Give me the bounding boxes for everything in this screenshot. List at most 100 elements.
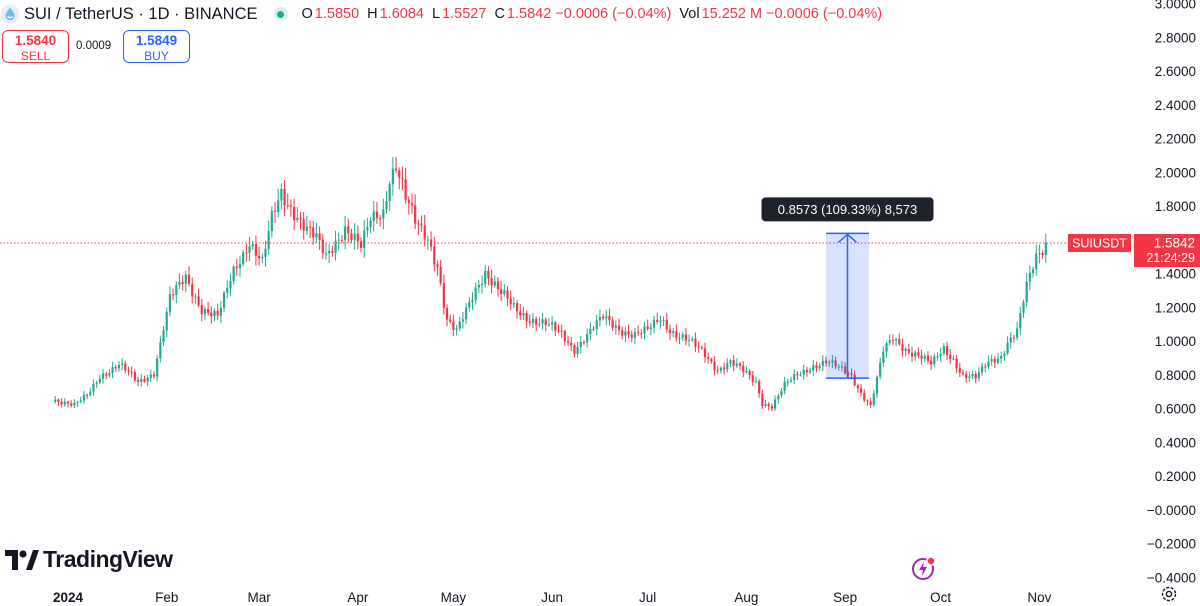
candle-body	[914, 352, 917, 357]
candle-body	[885, 343, 888, 352]
candle-body	[54, 399, 57, 402]
symbol-title[interactable]: SUI / TetherUS · 1D · BINANCE	[24, 4, 258, 23]
candle-body	[770, 406, 773, 409]
candle-body	[605, 315, 608, 319]
x-axis-tick-label: Feb	[155, 590, 178, 605]
candle-body	[586, 334, 589, 343]
candle-body	[283, 188, 286, 206]
ohlc-low-label: L	[432, 6, 441, 22]
candle-body	[595, 320, 598, 330]
sell-price: 1.5840	[14, 33, 57, 48]
candle-body	[496, 281, 500, 290]
candle-body	[452, 321, 455, 330]
candle-body	[254, 244, 258, 256]
candle-body	[1028, 273, 1031, 282]
candle-body	[515, 302, 519, 312]
candle-body	[465, 307, 468, 320]
candle-body	[758, 381, 761, 394]
candle-body	[350, 233, 353, 240]
candle-body	[646, 326, 649, 330]
candle-body	[735, 363, 738, 366]
candle-body	[898, 339, 901, 345]
candle-body	[987, 361, 990, 367]
candle-body	[172, 294, 175, 296]
candle-body	[786, 381, 789, 383]
candle-body	[617, 325, 621, 331]
candle-body	[347, 226, 350, 234]
candle-body	[576, 347, 579, 354]
tradingview-mark-icon	[5, 549, 39, 570]
candle-body	[60, 401, 63, 405]
candle-body	[1000, 355, 1003, 359]
candle-body	[684, 334, 687, 341]
candle-body	[1041, 253, 1044, 255]
candle-body	[445, 307, 449, 320]
candle-body	[694, 338, 697, 347]
candle-body	[57, 399, 60, 402]
candle-body	[748, 371, 751, 376]
candle-body	[974, 373, 977, 379]
candle-body	[745, 371, 748, 373]
candle-body	[633, 332, 637, 338]
tradingview-logo[interactable]: TradingView	[5, 546, 173, 573]
candle-body	[920, 355, 923, 359]
candle-body	[512, 302, 515, 305]
candle-body	[563, 331, 566, 342]
sell-button[interactable]: 1.5840 SELL	[2, 30, 69, 63]
candle-body	[891, 340, 895, 342]
candle-body	[977, 372, 981, 379]
candle-body	[1006, 342, 1009, 354]
candle-body	[691, 338, 694, 340]
candle-body	[86, 394, 89, 396]
candle-body	[449, 319, 452, 322]
candle-body	[340, 239, 344, 241]
candle-body	[601, 316, 605, 319]
candle-body	[923, 355, 926, 359]
candle-body	[1003, 353, 1006, 356]
candle-body	[484, 270, 487, 284]
volume-value: 15.252 M −0.0006 (−0.04%)	[701, 6, 883, 22]
candle-body	[493, 281, 496, 286]
chart-settings-gear-icon[interactable]	[1160, 585, 1178, 603]
y-axis-tick-label: 2.0000	[1155, 165, 1196, 180]
candle-body	[331, 251, 334, 253]
candle-body	[570, 342, 573, 346]
candle-body	[219, 307, 222, 316]
candle-body	[592, 328, 595, 330]
candle-body	[624, 331, 627, 336]
candle-body	[582, 342, 586, 344]
candle-body	[197, 296, 200, 306]
candle-body	[793, 374, 796, 380]
candle-body	[353, 233, 356, 240]
candle-body	[296, 217, 299, 221]
candle-body	[773, 399, 777, 409]
candle-body	[143, 378, 146, 382]
candle-body	[423, 225, 426, 240]
candle-body	[280, 188, 283, 201]
y-axis-tick-label: 2.2000	[1155, 132, 1196, 147]
candle-body	[557, 330, 560, 332]
candle-body	[216, 310, 219, 316]
candle-body	[579, 342, 582, 348]
y-axis-tick-label: 0.2000	[1155, 469, 1196, 484]
candle-body	[863, 392, 866, 401]
candle-body	[312, 227, 315, 238]
candle-body	[1044, 243, 1047, 255]
candle-body	[70, 403, 73, 406]
candle-body	[181, 281, 184, 284]
whats-new-lightning-icon[interactable]	[911, 556, 937, 582]
candle-body	[500, 289, 503, 295]
buy-button[interactable]: 1.5849 BUY	[123, 30, 190, 63]
candle-body	[89, 391, 92, 396]
candle-body	[665, 320, 668, 330]
candle-body	[207, 309, 210, 313]
ohlc-open-value: 1.5850	[314, 6, 360, 22]
candle-body	[767, 403, 770, 407]
candle-body	[299, 217, 302, 220]
candle-body	[159, 342, 162, 359]
candle-body	[248, 246, 251, 253]
candle-body	[910, 352, 914, 357]
candle-body	[522, 313, 525, 316]
candle-body	[168, 294, 172, 312]
